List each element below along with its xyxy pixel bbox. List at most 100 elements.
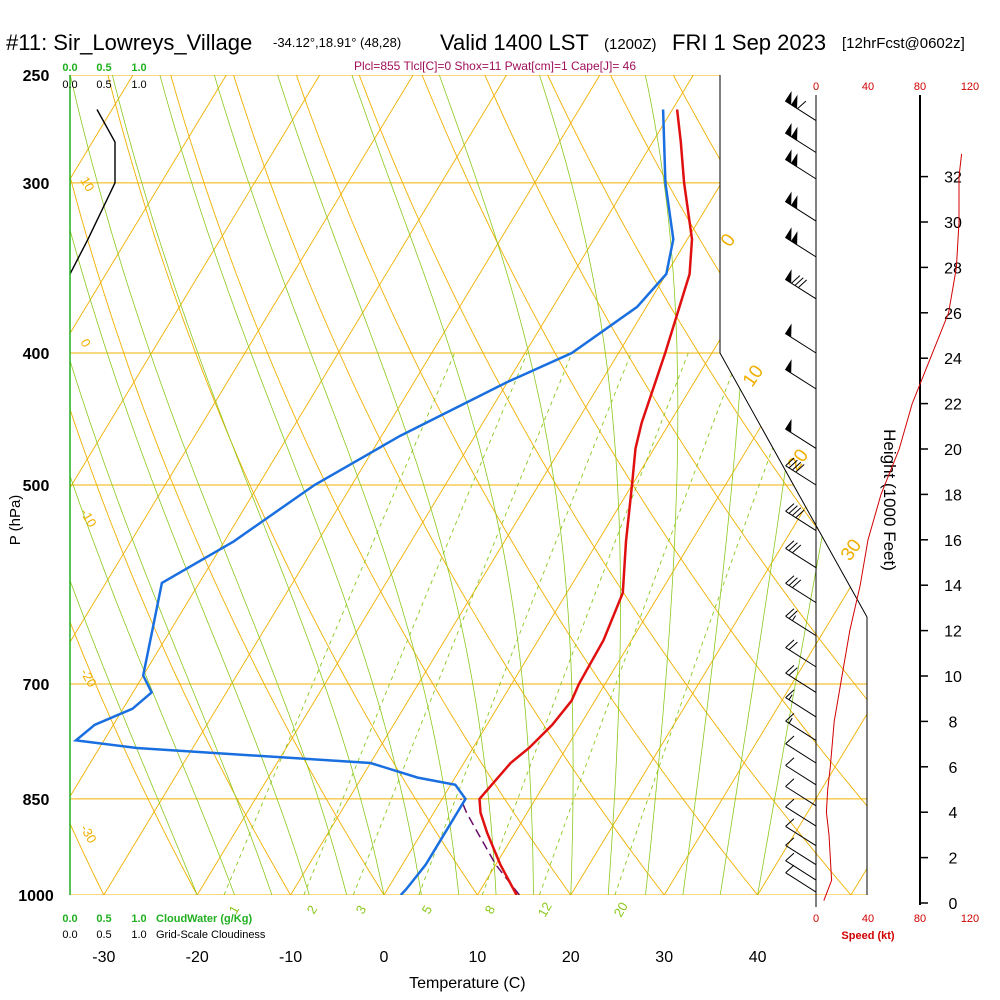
parcel-line	[460, 798, 520, 895]
moist-adiabat-line	[70, 75, 198, 895]
height-tick-label: 20	[944, 442, 962, 459]
cloudiness-tick: 1.0	[131, 929, 146, 941]
dry-adiabat-line	[295, 75, 758, 895]
wind-barb	[784, 227, 817, 258]
moist-adiabat-line	[277, 75, 497, 895]
speed-tick-label: 120	[961, 81, 979, 93]
p-tick-label: 300	[23, 176, 50, 193]
x-tick-label: -10	[279, 949, 302, 966]
moist-adiabat-line	[539, 75, 621, 895]
wind-barb	[785, 540, 817, 569]
wind-barb	[784, 123, 817, 153]
speed-tick-label: 40	[862, 913, 874, 925]
mixing-ratio-label: 5	[419, 903, 436, 917]
wind-barb	[784, 191, 817, 222]
speed-tick-label: 0	[813, 81, 819, 93]
p-tick-label: 400	[23, 346, 50, 363]
moist-adiabat-line	[438, 75, 574, 895]
mixing-ratio-line	[614, 352, 808, 895]
p-tick-label: 1000	[18, 888, 54, 905]
height-tick-label: 14	[944, 578, 962, 595]
height-axis-label: Height (1000 Feet)	[880, 429, 899, 571]
cloudiness-label: Grid-Scale Cloudiness	[156, 929, 266, 941]
zulu-time: (1200Z)	[604, 36, 657, 53]
isotherm-line	[477, 75, 867, 895]
wind-barb	[784, 269, 817, 300]
dry-adiabat-line	[484, 75, 867, 895]
cloudiness-tick: 0.0	[62, 929, 77, 941]
cloud-water-label: CloudWater (g/Kg)	[156, 913, 252, 925]
surface-dewpoint-dot	[405, 895, 413, 903]
wind-barb	[785, 639, 817, 668]
height-tick-label: 2	[949, 851, 958, 868]
p-tick-label: 500	[23, 478, 50, 495]
height-tick-label: 8	[949, 714, 958, 731]
wind-barb	[784, 418, 817, 449]
y-axis-label: P (hPa)	[7, 495, 24, 546]
height-tick-label: 30	[944, 215, 962, 232]
cloud-water-tick: 0.0	[62, 62, 77, 74]
x-tick-label: 0	[380, 949, 389, 966]
forecast-date: FRI 1 Sep 2023	[672, 30, 826, 55]
speed-tick-label: 0	[813, 913, 819, 925]
wind-barb	[784, 359, 817, 390]
cloudiness-tick: 0.5	[96, 929, 111, 941]
height-tick-label: 0	[949, 896, 958, 913]
wind-barb	[785, 837, 817, 866]
dry-adiabat-label: 10	[77, 174, 97, 194]
x-tick-label: 10	[469, 949, 487, 966]
mixing-ratio-label: 20	[611, 899, 631, 919]
cloudiness-line	[70, 109, 116, 275]
moist-adiabat-line	[70, 75, 347, 895]
dry-adiabat-line	[70, 75, 291, 895]
height-tick-label: 26	[944, 306, 962, 323]
mixing-ratio-line	[418, 352, 632, 895]
height-tick-label: 18	[944, 487, 962, 504]
isotherm-line	[663, 75, 867, 895]
wind-barb	[785, 689, 817, 718]
dewpoint-line	[72, 109, 675, 895]
isotherm-line	[290, 75, 788, 895]
mixing-ratio-label: 3	[353, 903, 370, 917]
speed-tick-label: 120	[961, 913, 979, 925]
wind-barb	[785, 852, 817, 881]
sounding-params: Plcl=855 Tlcl[C]=0 Shox=11 Pwat[cm]=1 Ca…	[354, 59, 636, 73]
wind-barb	[785, 503, 817, 531]
isotherm-line	[850, 75, 867, 895]
wind-barb	[785, 713, 817, 741]
cloudiness-tick: 0.0	[62, 79, 77, 91]
dry-adiabat-line	[70, 75, 385, 895]
mixing-ratio-label: 8	[482, 903, 499, 917]
height-tick-label: 12	[944, 624, 962, 641]
dry-adiabat-line	[358, 75, 852, 895]
moist-adiabat-line	[112, 75, 385, 895]
x-tick-label: 30	[655, 949, 673, 966]
moist-adiabat-line	[213, 75, 460, 895]
isotherm-line	[70, 75, 507, 895]
speed-tick-label: 40	[862, 81, 874, 93]
mixing-ratio-line	[303, 352, 528, 895]
p-tick-label: 250	[23, 68, 50, 85]
x-tick-label: -20	[186, 949, 209, 966]
dry-adiabat-line	[70, 75, 198, 895]
wind-speed-line	[823, 153, 963, 901]
mixing-ratio-line	[223, 352, 456, 895]
mixing-ratio-line	[352, 352, 573, 895]
isotherm-line	[757, 75, 867, 895]
height-tick-label: 32	[944, 170, 962, 187]
cloud-water-tick: 0.5	[96, 913, 111, 925]
moist-adiabat-label: 30	[837, 536, 866, 565]
p-tick-label: 700	[23, 677, 50, 694]
moist-adiabat-line	[70, 75, 273, 895]
dry-adiabat-line	[170, 75, 572, 895]
cloud-water-tick: 1.0	[131, 62, 146, 74]
cloudiness-tick: 0.5	[96, 79, 111, 91]
wind-barb	[784, 323, 817, 354]
wind-barb	[784, 149, 817, 180]
wind-barb	[785, 457, 817, 486]
wind-panel-frame	[719, 75, 868, 618]
dry-adiabat-line	[233, 75, 665, 895]
x-tick-label: -30	[92, 949, 115, 966]
height-tick-label: 24	[944, 351, 962, 368]
